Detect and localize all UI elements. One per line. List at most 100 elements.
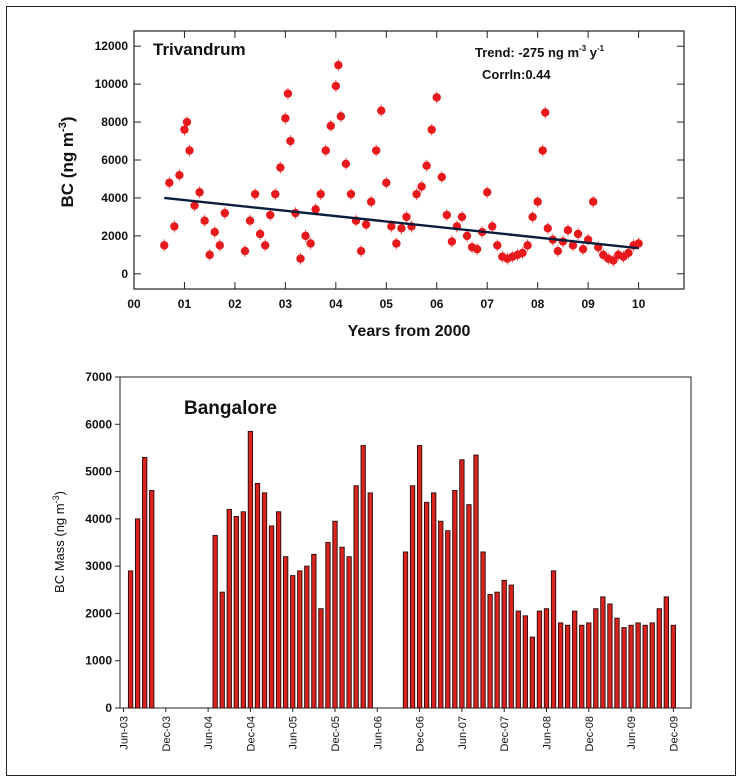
bangalore-x-tick-label: Jun-07 xyxy=(457,716,469,750)
data-point xyxy=(346,189,356,199)
bar xyxy=(360,445,366,709)
data-point xyxy=(200,216,209,225)
data-point xyxy=(543,224,552,233)
bangalore-x-tick-label: Dec-09 xyxy=(668,716,680,751)
bar xyxy=(536,610,543,709)
data-point xyxy=(301,231,310,241)
bar xyxy=(550,570,557,709)
trivandrum-x-tick-label: 05 xyxy=(380,297,394,311)
data-point xyxy=(437,172,446,182)
bangalore-y-tick-label: 7000 xyxy=(85,370,112,384)
bar xyxy=(353,485,359,709)
trivandrum-y-tick-label: 6000 xyxy=(101,153,128,167)
trivandrum-x-tick-label: 07 xyxy=(481,297,495,311)
bangalore-y-tick-label: 5000 xyxy=(85,465,112,479)
data-point xyxy=(518,248,527,258)
trivandrum-x-tick-label: 06 xyxy=(430,297,444,311)
bangalore-x-tick-label: Dec-05 xyxy=(330,716,342,751)
bangalore-x-tick-label: Jun-04 xyxy=(203,716,215,750)
bar xyxy=(134,518,141,709)
data-point xyxy=(283,89,293,98)
bar xyxy=(656,608,662,709)
bar xyxy=(459,459,465,709)
data-point xyxy=(624,248,633,258)
data-point xyxy=(573,229,583,239)
data-point xyxy=(220,208,230,218)
trivandrum-plot-area xyxy=(133,30,685,290)
data-point xyxy=(634,239,643,248)
data-point xyxy=(321,146,330,155)
data-point xyxy=(341,159,351,168)
bar xyxy=(579,624,585,709)
trivandrum-y-tick-label: 4000 xyxy=(101,191,128,205)
data-point xyxy=(553,246,563,256)
trivandrum-title: Trivandrum xyxy=(153,40,246,59)
data-point xyxy=(563,225,573,235)
data-point xyxy=(245,216,255,225)
bangalore-x-tick-label: Jun-05 xyxy=(288,716,300,750)
trivandrum-x-tick-label: 10 xyxy=(632,297,646,311)
trivandrum-x-tick-label: 08 xyxy=(531,297,545,311)
data-point xyxy=(356,246,366,256)
bangalore-y-tick-label: 2000 xyxy=(85,606,112,620)
bangalore-y-tick-label: 6000 xyxy=(85,417,112,431)
bar xyxy=(452,490,458,709)
bar xyxy=(304,565,310,709)
trivandrum-y-tick-label: 8000 xyxy=(101,115,128,129)
bar xyxy=(565,624,571,709)
data-point xyxy=(185,146,194,155)
bar xyxy=(607,603,613,709)
data-point xyxy=(210,227,219,237)
data-point xyxy=(472,244,482,254)
bar xyxy=(642,624,648,709)
bar xyxy=(339,546,345,709)
data-point xyxy=(538,146,547,155)
data-point xyxy=(331,81,341,91)
data-point xyxy=(523,241,532,250)
bar xyxy=(473,454,479,709)
data-point xyxy=(422,161,431,170)
bangalore-x-tick-label: Jun-09 xyxy=(626,716,638,750)
data-point xyxy=(442,210,452,220)
trivandrum-y-tick-label: 10000 xyxy=(95,77,129,91)
bar xyxy=(297,570,303,709)
bar xyxy=(367,492,373,709)
bar xyxy=(438,520,444,709)
data-point xyxy=(397,224,406,233)
bangalore-title: Bangalore xyxy=(184,398,277,419)
bar xyxy=(416,445,423,709)
bangalore-chart: 0 1000 2000 3000 4000 5000 6000 7000 Jun-03 Dec-… xyxy=(51,370,692,751)
data-point xyxy=(266,210,275,220)
bangalore-x-tick-label: Jun-08 xyxy=(541,716,553,750)
data-point xyxy=(334,60,343,70)
bar xyxy=(487,594,493,709)
trivandrum-x-tick-label: 00 xyxy=(127,297,141,311)
bar xyxy=(529,636,536,709)
data-point xyxy=(533,197,542,206)
bar xyxy=(142,456,148,709)
bangalore-x-ticks: Jun-03 Dec-03 Jun-04 Dec-04 Jun-05 Dec-05 Jun-… xyxy=(119,708,680,751)
data-point xyxy=(377,106,386,115)
trivandrum-x-tick-label: 04 xyxy=(329,297,343,311)
bangalore-y-ticks: 0 1000 2000 3000 4000 5000 6000 7000 xyxy=(85,370,120,715)
data-point xyxy=(382,178,391,187)
data-point xyxy=(311,205,320,214)
bar xyxy=(621,627,627,709)
data-point xyxy=(493,241,502,250)
data-point xyxy=(271,189,280,199)
data-point xyxy=(366,197,376,206)
bar xyxy=(346,556,352,709)
bar xyxy=(318,608,324,709)
data-point xyxy=(240,246,250,256)
data-point xyxy=(483,188,492,197)
data-point xyxy=(568,241,578,250)
data-point xyxy=(457,212,467,222)
bar xyxy=(466,504,472,709)
bar xyxy=(515,610,521,709)
data-point xyxy=(427,125,436,134)
bar xyxy=(212,534,218,709)
data-point xyxy=(205,250,214,260)
bangalore-y-tick-label: 4000 xyxy=(85,512,112,526)
bar xyxy=(557,622,564,709)
